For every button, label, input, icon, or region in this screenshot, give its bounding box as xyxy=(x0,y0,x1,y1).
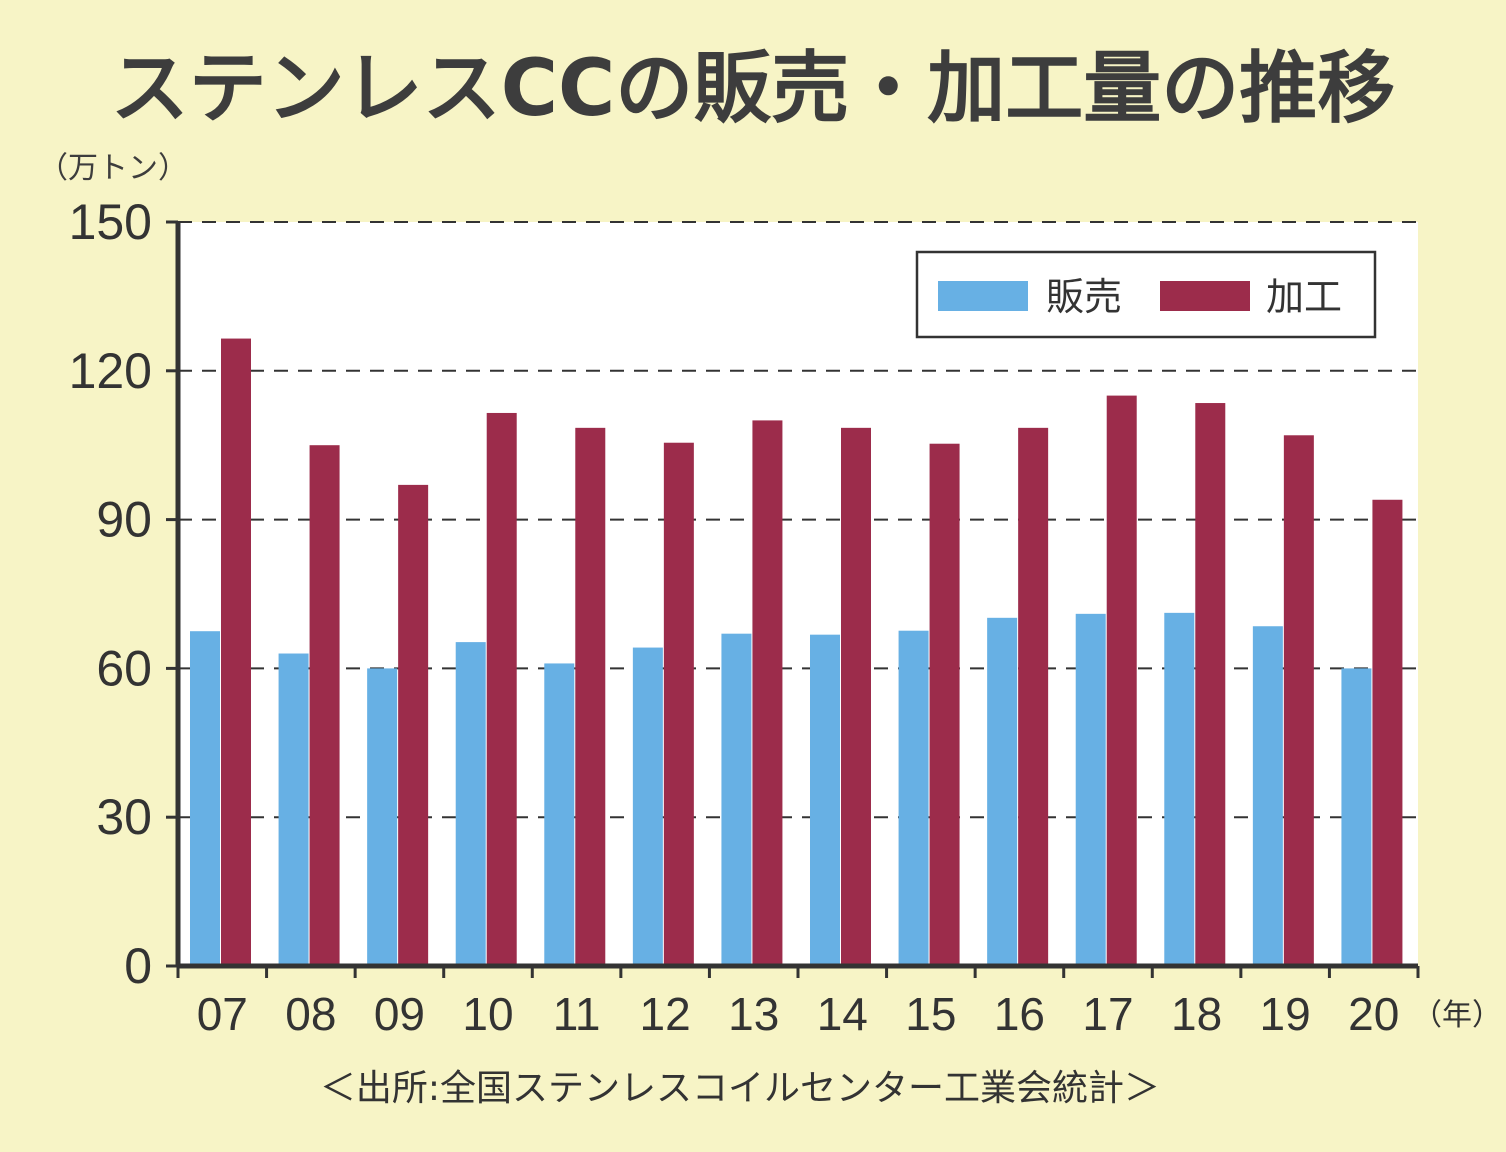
bar-sales-08 xyxy=(278,653,309,966)
bar-sales-17 xyxy=(1075,613,1106,966)
y-axis-unit-label: （万トン） xyxy=(38,151,188,186)
x-tick-label-16: 16 xyxy=(994,988,1045,1040)
bar-processing-15 xyxy=(929,443,960,966)
bar-sales-18 xyxy=(1164,612,1195,966)
bar-processing-08 xyxy=(309,445,340,966)
y-tick-label-60: 60 xyxy=(96,640,152,696)
y-tick-label-90: 90 xyxy=(96,492,152,548)
bar-processing-09 xyxy=(398,484,429,966)
bar-processing-18 xyxy=(1195,403,1226,966)
legend: 販売 加工 xyxy=(915,250,1377,339)
x-tick-label-08: 08 xyxy=(285,988,336,1040)
bar-processing-17 xyxy=(1106,395,1137,967)
x-tick-label-09: 09 xyxy=(374,988,425,1040)
bar-processing-12 xyxy=(663,442,694,967)
y-tick-label-0: 0 xyxy=(124,938,152,994)
bar-sales-14 xyxy=(810,634,840,966)
x-tick-label-14: 14 xyxy=(817,988,868,1040)
x-tick-label-11: 11 xyxy=(553,988,601,1040)
bar-processing-11 xyxy=(575,427,606,967)
x-tick-label-19: 19 xyxy=(1260,988,1311,1040)
bar-sales-15 xyxy=(898,630,929,966)
bar-processing-20 xyxy=(1372,499,1403,966)
x-tick-label-13: 13 xyxy=(728,988,779,1040)
bar-sales-07 xyxy=(190,631,220,966)
y-tick-label-120: 120 xyxy=(69,343,152,399)
legend-swatch-processing xyxy=(1160,281,1250,311)
bar-processing-13 xyxy=(752,420,783,966)
x-tick-label-20: 20 xyxy=(1348,988,1399,1040)
bar-processing-14 xyxy=(841,427,871,967)
x-tick-label-07: 07 xyxy=(197,988,248,1040)
y-tick-label-150: 150 xyxy=(69,194,152,250)
y-tick-label-30: 30 xyxy=(96,789,152,845)
bar-processing-07 xyxy=(221,338,251,966)
bar-sales-12 xyxy=(632,647,663,966)
legend-label-processing: 加工 xyxy=(1266,275,1342,319)
legend-swatch-sales xyxy=(938,281,1028,311)
source-note: ＜出所:全国ステンレスコイルセンター工業会統計＞ xyxy=(320,1068,1160,1109)
x-tick-label-17: 17 xyxy=(1082,988,1133,1040)
bar-sales-19 xyxy=(1252,626,1283,966)
tick-labels: 0 30 60 90 120 150 07 08 09 10 11 12 13 14 15 16 17 18 19 2… xyxy=(69,194,1400,1040)
x-tick-label-18: 18 xyxy=(1171,988,1222,1040)
bar-sales-10 xyxy=(455,642,486,966)
bar-sales-11 xyxy=(544,663,575,966)
axes xyxy=(166,220,1420,978)
x-tick-label-12: 12 xyxy=(640,988,691,1040)
x-axis-unit-label: （年） xyxy=(1412,998,1502,1033)
bar-processing-16 xyxy=(1018,427,1049,967)
bar-sales-13 xyxy=(721,633,752,966)
bar-processing-19 xyxy=(1283,435,1314,966)
bar-sales-16 xyxy=(987,617,1018,966)
x-tick-label-15: 15 xyxy=(905,988,956,1040)
bar-sales-09 xyxy=(367,668,398,966)
bar-processing-10 xyxy=(486,412,517,967)
bars xyxy=(190,338,1403,967)
chart-title: ステンレスCCの販売・加工量の推移 xyxy=(111,44,1396,134)
bar-sales-20 xyxy=(1341,668,1372,966)
legend-label-sales: 販売 xyxy=(1046,275,1122,319)
x-tick-label-10: 10 xyxy=(462,988,513,1040)
